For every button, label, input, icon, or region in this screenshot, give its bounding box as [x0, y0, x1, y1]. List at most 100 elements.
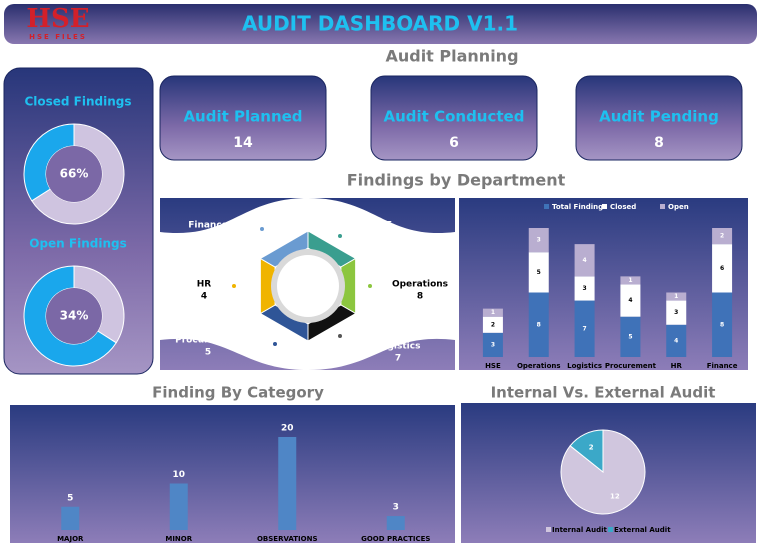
value-label: 20 — [281, 424, 294, 434]
section-title: Audit Planning — [385, 47, 518, 66]
slice — [569, 429, 604, 474]
value-label: 12 — [610, 493, 620, 501]
label-dot — [338, 234, 342, 238]
value-label: 4 — [201, 292, 207, 302]
bar-segment — [574, 276, 595, 301]
bar — [169, 483, 188, 530]
value-label: 4 — [628, 297, 632, 304]
bar-segment — [574, 300, 595, 357]
logo-sub: HSE FILES — [29, 33, 87, 41]
legend-swatch — [546, 527, 551, 532]
value-label: 3 — [537, 237, 541, 244]
slice — [560, 429, 646, 515]
kpi-label: Audit Pending — [599, 108, 719, 126]
section-title: Findings by Department — [347, 171, 566, 190]
kpi-value: 14 — [233, 135, 253, 151]
value-label: 66% — [60, 167, 89, 181]
x-tick-label: MAJOR — [57, 535, 84, 543]
bar — [61, 506, 80, 530]
kpi-card — [370, 75, 538, 161]
value-label: 3 — [582, 285, 586, 292]
value-label: 3 — [674, 309, 678, 316]
legend-label: Open — [668, 203, 689, 211]
bar-segment — [712, 244, 733, 293]
value-label: 8 — [720, 321, 724, 328]
panel — [10, 405, 455, 543]
value-label: 5 — [537, 269, 541, 276]
label-dot — [232, 284, 236, 288]
x-tick-label: MINOR — [165, 535, 192, 543]
category-label: Finance — [188, 221, 228, 231]
category-label: Logistics — [376, 342, 421, 352]
value-label: 5 — [205, 348, 211, 358]
chart-title: Internal Vs. External Audit — [491, 384, 716, 402]
legend-swatch — [602, 204, 607, 209]
value-label: 34% — [60, 309, 89, 323]
legend-swatch — [660, 204, 665, 209]
category-label: HR — [197, 280, 212, 290]
label-dot — [273, 342, 277, 346]
x-tick-label: GOOD PRACTICES — [361, 535, 430, 543]
value-label: 1 — [674, 293, 678, 300]
value-label: 4 — [674, 337, 678, 344]
kpi-label: Audit Conducted — [384, 108, 525, 126]
category-label: Operations — [392, 280, 448, 290]
donut-title: Open Findings — [29, 237, 126, 251]
value-label: 8 — [417, 292, 423, 302]
value-label: 1 — [628, 277, 632, 284]
x-tick-label: OBSERVATIONS — [257, 535, 318, 543]
dashboard-title: AUDIT DASHBOARD V1.1 — [242, 12, 518, 36]
value-label: 10 — [172, 470, 185, 480]
legend-label: External Audit — [614, 526, 671, 534]
legend-label: Closed — [610, 203, 636, 211]
bar — [386, 516, 405, 530]
bar-segment — [666, 300, 687, 325]
kpi-label: Audit Planned — [183, 108, 302, 126]
panel — [459, 198, 748, 370]
bar-segment — [666, 324, 687, 357]
kpi-card — [159, 75, 327, 161]
bar-segment — [482, 332, 503, 357]
bar-segment — [528, 228, 549, 253]
chart-title: Finding By Category — [152, 384, 324, 402]
bar-segment — [482, 308, 503, 317]
bar-segment — [712, 292, 733, 357]
category-label: HSE — [372, 221, 392, 231]
legend-swatch — [608, 527, 613, 532]
bar-segment — [482, 316, 503, 333]
x-tick-label: HR — [671, 362, 683, 370]
bar-segment — [620, 276, 641, 285]
hex-center — [277, 255, 339, 317]
donut-hole — [46, 146, 102, 202]
category-label: Procurement — [175, 336, 241, 346]
donut-title: Closed Findings — [24, 95, 131, 109]
legend-label: Total Findings — [552, 203, 607, 211]
label-dot — [368, 284, 372, 288]
bar — [278, 437, 297, 530]
bar-segment — [712, 228, 733, 245]
value-label: 7 — [582, 325, 586, 332]
x-tick-label: Operations — [517, 362, 561, 370]
value-label: 2 — [491, 321, 495, 328]
bar-segment — [574, 244, 595, 277]
bar-segment — [666, 292, 687, 301]
label-dot — [260, 227, 264, 231]
hex-segment — [259, 230, 309, 268]
bar-segment — [620, 284, 641, 317]
donut-hole — [46, 288, 102, 344]
bar-segment — [528, 292, 549, 357]
value-label: 1 — [491, 309, 495, 316]
value-label: 3 — [491, 341, 495, 348]
value-label: 3 — [379, 233, 385, 243]
x-tick-label: Procurement — [605, 362, 657, 370]
legend-swatch — [544, 204, 549, 209]
value-label: 3 — [393, 503, 399, 513]
x-tick-label: Finance — [707, 362, 738, 370]
kpi-card — [575, 75, 743, 161]
x-tick-label: HSE — [485, 362, 501, 370]
bar-segment — [528, 252, 549, 293]
value-label: 2 — [589, 443, 594, 451]
value-label: 6 — [720, 265, 724, 272]
